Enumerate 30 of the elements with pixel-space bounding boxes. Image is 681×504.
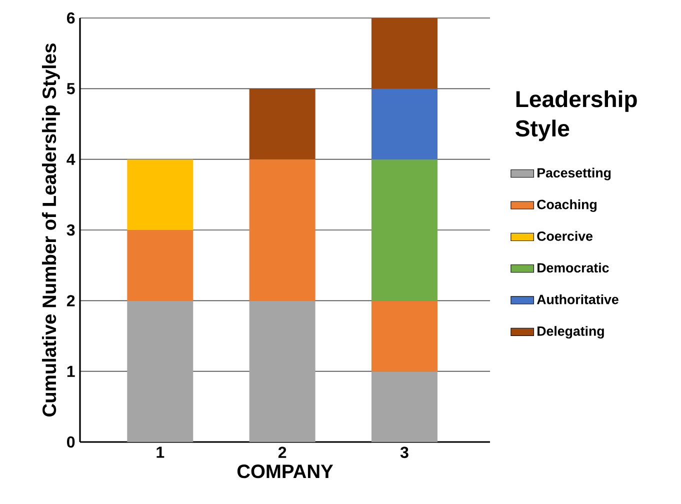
- bar: [371, 159, 438, 301]
- y-tick-label: 3: [66, 224, 75, 236]
- bar: [127, 230, 194, 301]
- y-tick-label: 6: [66, 12, 75, 24]
- y-tick-label: 5: [66, 83, 75, 94]
- legend-label: Coaching: [537, 199, 596, 212]
- y-tick-label: 4: [66, 154, 76, 165]
- y-axis-title: Cumulative Number of Leadership Styles: [42, 44, 60, 416]
- bar: [249, 159, 316, 301]
- x-tick-label: 2: [278, 446, 286, 458]
- bar: [371, 371, 438, 442]
- bar: [371, 18, 438, 89]
- legend-label: Authoritative: [536, 294, 618, 304]
- x-tick-label: 3: [400, 446, 408, 458]
- y-tick-label: 1: [67, 366, 75, 377]
- bar: [249, 300, 316, 442]
- x-axis-title: COMPANY: [237, 464, 334, 478]
- bar: [371, 88, 438, 160]
- bar: [371, 300, 438, 372]
- x-tick-label: 1: [156, 446, 164, 458]
- legend-label: Delegating: [538, 326, 604, 339]
- legend-label: Democratic: [538, 262, 609, 273]
- legend-title: Leadership Style: [516, 90, 637, 142]
- bar: [249, 88, 316, 160]
- y-tick-label: 2: [66, 295, 75, 306]
- legend-label: Coercive: [537, 231, 593, 241]
- bar: [127, 159, 194, 230]
- bar: [127, 300, 194, 442]
- y-tick-label: 0: [67, 436, 75, 448]
- legend-label: Pacesetting: [538, 168, 611, 180]
